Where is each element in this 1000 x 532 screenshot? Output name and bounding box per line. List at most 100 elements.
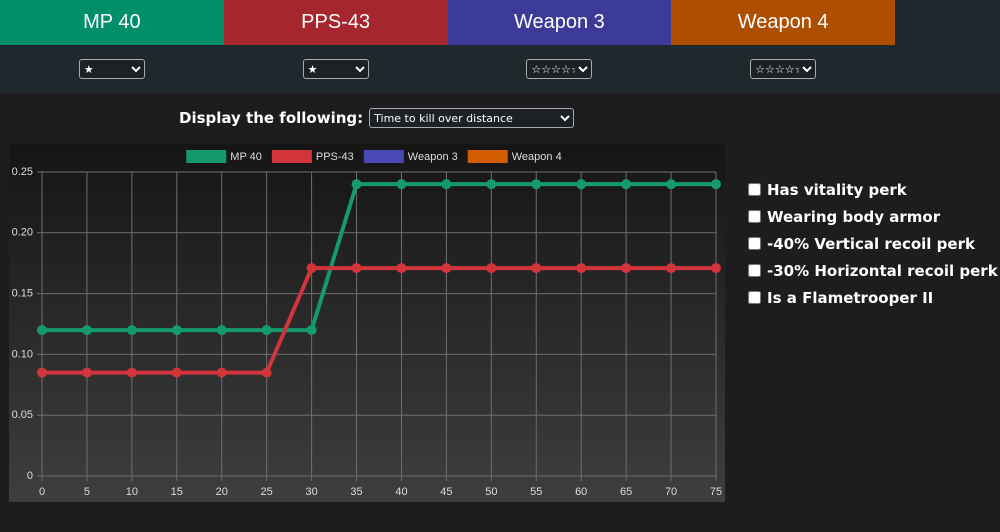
option-label: -30% Horizontal recoil perk: [767, 261, 998, 280]
tab-column: MP 40 ★: [0, 0, 224, 93]
data-point: [216, 367, 227, 378]
checkbox[interactable]: [748, 237, 761, 250]
legend-label: Weapon 4: [512, 151, 562, 163]
y-tick-label: 0.20: [12, 227, 33, 239]
x-tick-label: 35: [350, 486, 362, 498]
option-label: Has vitality perk: [767, 180, 907, 199]
x-tick-label: 0: [39, 486, 45, 498]
weapon-tab[interactable]: Weapon 4: [671, 0, 895, 45]
y-tick-label: 0: [27, 470, 33, 482]
weapon-tab[interactable]: PPS-43: [223, 0, 448, 45]
data-point: [486, 179, 497, 190]
data-point: [171, 367, 182, 378]
x-tick-label: 60: [575, 486, 587, 498]
x-tick-label: 10: [126, 486, 138, 498]
y-tick-label: 0.05: [12, 409, 33, 421]
data-point: [396, 179, 407, 190]
data-point: [351, 263, 362, 274]
rating-select[interactable]: ☆☆☆☆☆: [750, 59, 817, 79]
data-point: [261, 325, 272, 336]
option: Is a Flametrooper II: [748, 284, 998, 311]
data-point: [441, 179, 452, 190]
data-point: [306, 325, 317, 336]
option: Has vitality perk: [748, 176, 998, 203]
data-point: [171, 325, 182, 336]
tab-column: PPS-43 ★: [223, 0, 448, 93]
legend-label: MP 40: [230, 151, 262, 163]
x-tick-label: 25: [261, 486, 273, 498]
data-point: [441, 263, 452, 274]
x-tick-label: 65: [620, 486, 632, 498]
option-label: -40% Vertical recoil perk: [767, 234, 975, 253]
data-point: [306, 263, 317, 274]
option: Wearing body armor: [748, 203, 998, 230]
series-line: [42, 182, 716, 333]
data-point: [37, 325, 47, 336]
checkbox[interactable]: [748, 183, 761, 196]
legend-label: Weapon 3: [408, 151, 458, 163]
legend-label: PPS-43: [316, 151, 354, 163]
display-select[interactable]: Time to kill over distance: [369, 108, 575, 128]
options: Has vitality perk Wearing body armor -40% …: [748, 176, 998, 311]
option-label: Wearing body armor: [767, 207, 941, 226]
data-point: [37, 367, 47, 378]
data-point: [351, 179, 362, 190]
display-control: Display the following: Time to kill over…: [179, 108, 575, 128]
x-tick-label: 70: [665, 486, 677, 498]
data-point: [621, 263, 632, 274]
x-tick-label: 30: [305, 486, 317, 498]
x-tick-label: 40: [395, 486, 407, 498]
y-tick-label: 0.10: [12, 348, 33, 360]
x-tick-label: 50: [485, 486, 497, 498]
y-tick-label: 0.25: [12, 166, 33, 178]
data-point: [531, 179, 542, 190]
checkbox[interactable]: [748, 291, 761, 304]
data-point: [486, 263, 497, 274]
chart-background: [9, 144, 725, 502]
data-point: [576, 179, 587, 190]
weapon-tab[interactable]: MP 40: [0, 0, 224, 45]
selector-row: ☆☆☆☆☆: [671, 45, 895, 93]
x-tick-label: 55: [530, 486, 542, 498]
data-point: [666, 179, 677, 190]
option-label: Is a Flametrooper II: [767, 288, 934, 307]
data-point: [81, 367, 92, 378]
header-fill: [895, 0, 1000, 93]
display-label: Display the following:: [179, 109, 364, 127]
data-point: [711, 263, 721, 274]
option: -30% Horizontal recoil perk: [748, 257, 998, 284]
rating-select[interactable]: ★: [302, 59, 369, 79]
selector-row: ★: [223, 45, 448, 93]
legend-swatch: [363, 150, 404, 163]
x-tick-label: 15: [171, 486, 183, 498]
data-point: [126, 325, 137, 336]
legend-swatch: [186, 150, 227, 163]
series-line: [42, 266, 716, 375]
x-tick-label: 75: [710, 486, 722, 498]
checkbox[interactable]: [748, 264, 761, 277]
option: -40% Vertical recoil perk: [748, 230, 998, 257]
data-point: [666, 263, 677, 274]
data-point: [216, 325, 227, 336]
x-tick-label: 5: [84, 486, 90, 498]
data-point: [126, 367, 137, 378]
rating-select[interactable]: ☆☆☆☆☆: [526, 59, 593, 79]
weapon-tab[interactable]: Weapon 3: [447, 0, 672, 45]
tab-column: Weapon 4 ☆☆☆☆☆: [671, 0, 895, 93]
legend-swatch: [271, 150, 312, 163]
rating-select[interactable]: ★: [78, 59, 145, 79]
selector-row: ☆☆☆☆☆: [447, 45, 672, 93]
x-tick-label: 45: [440, 486, 452, 498]
data-point: [396, 263, 407, 274]
checkbox[interactable]: [748, 210, 761, 223]
selector-row: ★: [0, 45, 224, 93]
data-point: [711, 179, 721, 190]
weapon-tabs: MP 40 ★ PPS-43 ★ Weapon 3 ☆☆☆☆☆ Weapon 4 ☆☆☆☆☆: [0, 0, 895, 93]
data-point: [81, 325, 92, 336]
data-point: [261, 367, 272, 378]
legend-swatch: [467, 150, 508, 163]
chart: 0 0.05 0.10 0.15 0.20 0.25 0 5 10 15 20 25 30 35 40 45 5…: [9, 144, 725, 502]
tab-column: Weapon 3 ☆☆☆☆☆: [447, 0, 672, 93]
x-tick-label: 20: [216, 486, 228, 498]
